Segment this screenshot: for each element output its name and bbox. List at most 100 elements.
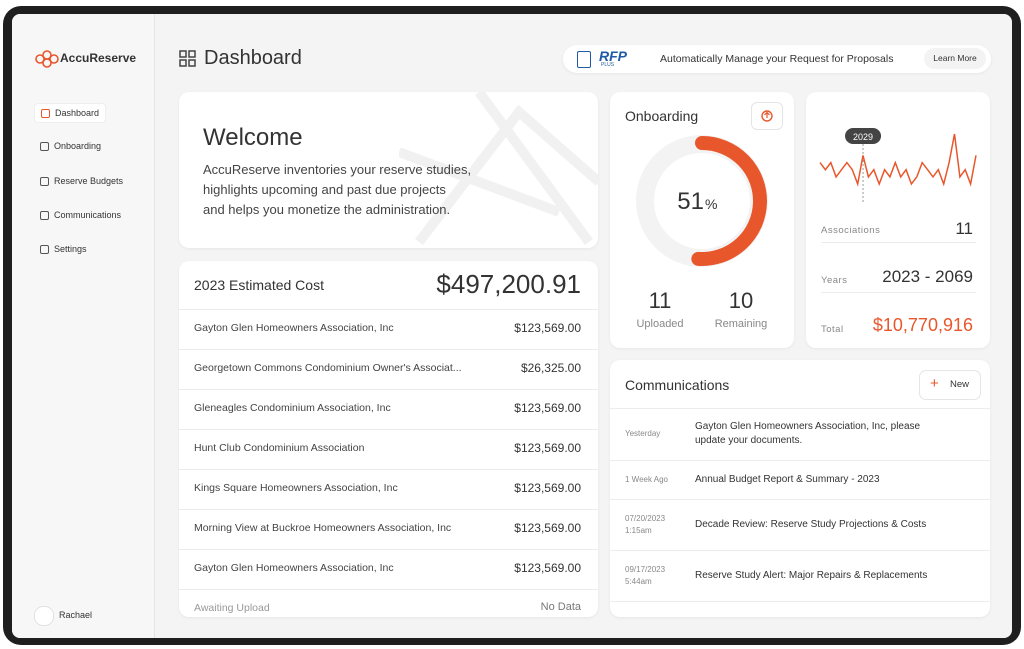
message-text[interactable]: update your documents.: [695, 435, 803, 446]
divider: [821, 242, 976, 243]
nav-item[interactable]: Settings: [34, 240, 93, 258]
dashboard-icon: [179, 50, 196, 67]
divider: [179, 429, 598, 430]
rfp-banner: RFP PLUS Automatically Manage your Reque…: [563, 45, 991, 73]
onboarding-donut: 51%: [636, 135, 768, 267]
donut-arc: [691, 136, 767, 266]
associations-label: Associations: [821, 225, 881, 236]
message-time: 1:15am: [625, 525, 652, 535]
row-name: Georgetown Commons Condominium Owner's A…: [194, 362, 462, 374]
row-name: Gayton Glen Homeowners Association, Inc: [194, 322, 394, 334]
message-time: 09/17/2023: [625, 564, 666, 574]
brand-logo: [35, 50, 59, 68]
welcome-line: and helps you monetize the administratio…: [203, 202, 451, 217]
years-value: 2023 - 2069: [882, 267, 973, 286]
message-text[interactable]: Reserve Study Alert: Major Repairs & Rep…: [695, 569, 928, 581]
message-text[interactable]: Gayton Glen Homeowners Association, Inc,…: [695, 421, 921, 432]
rfp-icon: [577, 51, 591, 68]
user-name[interactable]: Rachael: [59, 610, 93, 620]
nav-icon: [40, 210, 49, 220]
divider: [179, 309, 598, 310]
nav-label: Settings: [54, 244, 87, 255]
divider: [179, 389, 598, 390]
communications-card: Communications + New Yesterday Gayton Gle…: [610, 360, 990, 617]
message-time: 5:44am: [625, 576, 652, 586]
associations-value: 11: [955, 219, 973, 238]
onboarding-title: Onboarding: [625, 108, 699, 124]
rfp-logo-sub: PLUS: [601, 62, 615, 68]
divider: [179, 509, 598, 510]
banner-text: Automatically Manage your Request for Pr…: [660, 53, 894, 65]
uploaded-count: 11: [648, 288, 672, 313]
divider: [179, 469, 598, 470]
row-name: Gayton Glen Homeowners Association, Inc: [194, 562, 394, 574]
marker-bubble: [845, 128, 882, 144]
divider: [610, 408, 990, 409]
sparkline: [819, 133, 977, 187]
user-avatar[interactable]: [34, 606, 54, 626]
welcome-card: Welcome AccuReserve inventories your res…: [179, 92, 598, 248]
onboarding-card: Onboarding 51% 11 Uploaded 10 Remaining: [610, 92, 794, 348]
welcome-line: AccuReserve inventories your reserve stu…: [203, 162, 472, 177]
divider: [610, 601, 990, 602]
divider: [179, 349, 598, 350]
row-name: Gleneagles Condominium Association, Inc: [194, 402, 391, 414]
welcome-title: Welcome: [203, 124, 303, 151]
rfp-logo: RFP: [599, 48, 627, 64]
nav-item[interactable]: Communications: [34, 206, 127, 224]
uploaded-label: Uploaded: [636, 318, 684, 330]
row-value: $123,569.00: [514, 561, 581, 575]
cost-title: 2023 Estimated Cost: [194, 277, 324, 293]
sparkline-chart: 2029: [819, 128, 977, 202]
years-label: Years: [821, 275, 848, 286]
message-text[interactable]: Annual Budget Report & Summary - 2023: [695, 473, 880, 485]
new-button[interactable]: + New: [919, 370, 981, 400]
row-value: $123,569.00: [514, 481, 581, 495]
nav-label: Dashboard: [55, 108, 100, 118]
divider: [179, 589, 598, 590]
message-time: 1 Week Ago: [625, 474, 668, 484]
nav-icon: [40, 176, 49, 186]
page-title: Dashboard: [204, 47, 302, 69]
donut-hole: [654, 153, 750, 249]
nav-icon: [40, 245, 49, 255]
row-value: $123,569.00: [514, 441, 581, 455]
nav-icon: [40, 142, 49, 152]
nav-label: Reserve Budgets: [54, 175, 124, 186]
welcome-line: highlights upcoming and past due project…: [203, 182, 446, 197]
percent-value: 51: [677, 188, 704, 215]
nav-item[interactable]: Dashboard: [34, 103, 107, 123]
row-value: $123,569.00: [514, 521, 581, 535]
nav-icon: [41, 109, 50, 118]
upload-button[interactable]: [751, 102, 783, 130]
row-name: Awaiting Upload: [194, 602, 270, 614]
divider: [610, 499, 990, 500]
nav-item[interactable]: Reserve Budgets: [34, 172, 129, 190]
brand-name: AccuReserve: [60, 51, 137, 65]
nav-label: Onboarding: [54, 141, 102, 152]
row-value: $123,569.00: [514, 321, 581, 335]
row-value: No Data: [540, 601, 581, 613]
sidebar: AccuReserve Rachael Dashboard Onboarding R…: [12, 14, 155, 638]
message-text[interactable]: Decade Review: Reserve Study Projections…: [695, 518, 927, 530]
total-label: Total: [821, 324, 844, 335]
learn-more-button[interactable]: Learn More: [924, 48, 986, 69]
row-name: Hunt Club Condominium Association: [194, 442, 365, 454]
communications-title: Communications: [625, 377, 730, 393]
row-name: Kings Square Homeowners Association, Inc: [194, 482, 398, 494]
nav-label: Communications: [54, 209, 122, 220]
plus-icon: +: [930, 375, 939, 392]
percent-sign: %: [705, 196, 717, 212]
remaining-count: 10: [728, 288, 754, 313]
new-button-label: New: [950, 379, 970, 390]
message-time: Yesterday: [625, 429, 661, 438]
divider: [821, 292, 976, 293]
welcome-pattern: [399, 92, 598, 246]
remaining-label: Remaining: [714, 318, 768, 330]
row-name: Morning View at Buckroe Homeowners Assoc…: [194, 522, 452, 534]
nav-item[interactable]: Onboarding: [34, 137, 107, 155]
message-time: 07/20/2023: [625, 513, 666, 523]
divider: [610, 550, 990, 551]
divider: [179, 549, 598, 550]
total-value: $10,770,916: [872, 315, 973, 335]
